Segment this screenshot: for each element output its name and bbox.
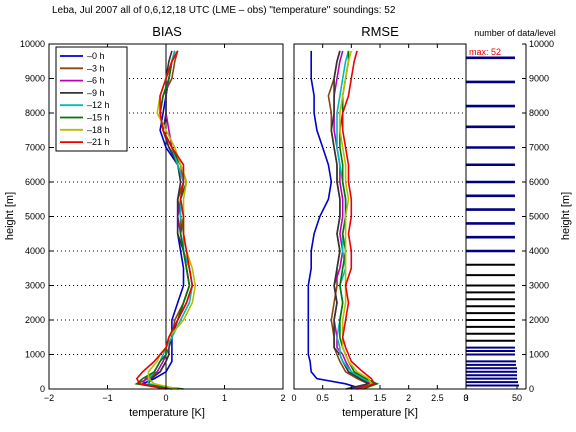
bias-y-tick-label: 0 xyxy=(40,384,45,394)
rmse-panel: RMSE 0 0.5 1 1.5 2 2.5 3 temperature [K] xyxy=(291,24,468,419)
rmse-x-tick-label: 3 xyxy=(463,393,468,403)
rmse-x-tick-label: 0.5 xyxy=(316,393,329,403)
legend-label: –9 h xyxy=(87,88,105,98)
counts-y-tick-label: 5000 xyxy=(529,212,549,222)
bias-series-line xyxy=(135,50,194,390)
legend-box xyxy=(55,46,128,152)
legend-label: –21 h xyxy=(87,137,110,147)
counts-y-tick-label: 4000 xyxy=(529,246,549,256)
bias-series-line xyxy=(141,50,194,390)
bias-y-tick-label: 10000 xyxy=(20,39,45,49)
bias-y-tick-label: 8000 xyxy=(25,108,45,118)
counts-y-label: height [m] xyxy=(560,192,572,240)
counts-y-tick-label: 7000 xyxy=(529,143,549,153)
bias-y-tick-label: 1000 xyxy=(25,350,45,360)
rmse-series-line xyxy=(307,50,364,390)
bias-series-group xyxy=(134,50,197,390)
counts-max-annotation: max: 52 xyxy=(469,47,501,57)
rmse-x-tick-label: 0 xyxy=(291,393,296,403)
legend-label: –12 h xyxy=(87,100,110,110)
counts-y-ticks: 0 1000 2000 3000 4000 5000 6000 7000 8000 9000 100… xyxy=(522,39,554,394)
bias-panel: BIAS −2 −1 0 1 2 0 1000 2000 3000 4000 5000 6000 70… xyxy=(4,24,286,419)
counts-panel: number of data/level max: 52 0 50 0 1000 20… xyxy=(463,28,572,403)
rmse-x-tick-label: 2 xyxy=(406,393,411,403)
counts-x-tick-label: 50 xyxy=(512,393,522,403)
counts-y-tick-label: 6000 xyxy=(529,177,549,187)
bias-series-line xyxy=(147,50,194,390)
rmse-series-line xyxy=(336,50,377,390)
bias-y-tick-label: 5000 xyxy=(25,212,45,222)
bias-y-tick-label: 6000 xyxy=(25,177,45,187)
rmse-x-tick-label: 2.5 xyxy=(431,393,444,403)
counts-y-tick-label: 1000 xyxy=(529,350,549,360)
rmse-series-group xyxy=(307,50,380,390)
rmse-x-tick-label: 1.5 xyxy=(374,393,387,403)
counts-y-tick-label: 0 xyxy=(529,384,534,394)
legend-label: –0 h xyxy=(87,51,105,61)
bias-x-tick-label: −2 xyxy=(44,393,54,403)
bias-x-label: temperature [K] xyxy=(129,407,205,419)
counts-y-tick-label: 10000 xyxy=(529,39,554,49)
legend-label: –3 h xyxy=(87,63,105,73)
bias-y-tick-label: 2000 xyxy=(25,315,45,325)
counts-y-tick-label: 2000 xyxy=(529,315,549,325)
legend-label: –15 h xyxy=(87,113,110,123)
rmse-series-line xyxy=(341,50,376,390)
bias-y-tick-label: 3000 xyxy=(25,281,45,291)
bias-x-tick-label: 0 xyxy=(163,393,168,403)
counts-x-ticks: 0 50 xyxy=(463,385,522,403)
counts-y-tick-label: 9000 xyxy=(529,74,549,84)
bias-x-tick-label: 2 xyxy=(280,393,285,403)
rmse-x-label: temperature [K] xyxy=(342,407,418,419)
bias-y-tick-label: 4000 xyxy=(25,246,45,256)
bias-y-ticks: 0 1000 2000 3000 4000 5000 6000 7000 8000 9000 100… xyxy=(20,39,283,394)
counts-x-tick-label: 0 xyxy=(463,393,468,403)
counts-title: number of data/level xyxy=(474,28,556,38)
bias-y-label: height [m] xyxy=(4,192,16,240)
legend-label: –18 h xyxy=(87,125,110,135)
counts-y-tick-label: 3000 xyxy=(529,281,549,291)
counts-y-tick-label: 8000 xyxy=(529,108,549,118)
legend: –0 h –3 h –6 h –9 h –12 h –15 h –18 h –21 h xyxy=(55,46,128,152)
rmse-title: RMSE xyxy=(361,24,399,39)
bias-series-line xyxy=(139,50,185,390)
bias-y-tick-label: 9000 xyxy=(25,74,45,84)
rmse-x-tick-label: 1 xyxy=(349,393,354,403)
figure-title: Leba, Jul 2007 all of 0,6,12,18 UTC (LME… xyxy=(52,5,396,16)
counts-bars-group xyxy=(466,56,520,387)
bias-y-tick-label: 7000 xyxy=(25,143,45,153)
bias-x-tick-label: −1 xyxy=(102,393,112,403)
rmse-series-line xyxy=(339,50,373,390)
bias-title: BIAS xyxy=(152,24,182,39)
bias-x-tick-label: 1 xyxy=(222,393,227,403)
legend-label: –6 h xyxy=(87,76,105,86)
